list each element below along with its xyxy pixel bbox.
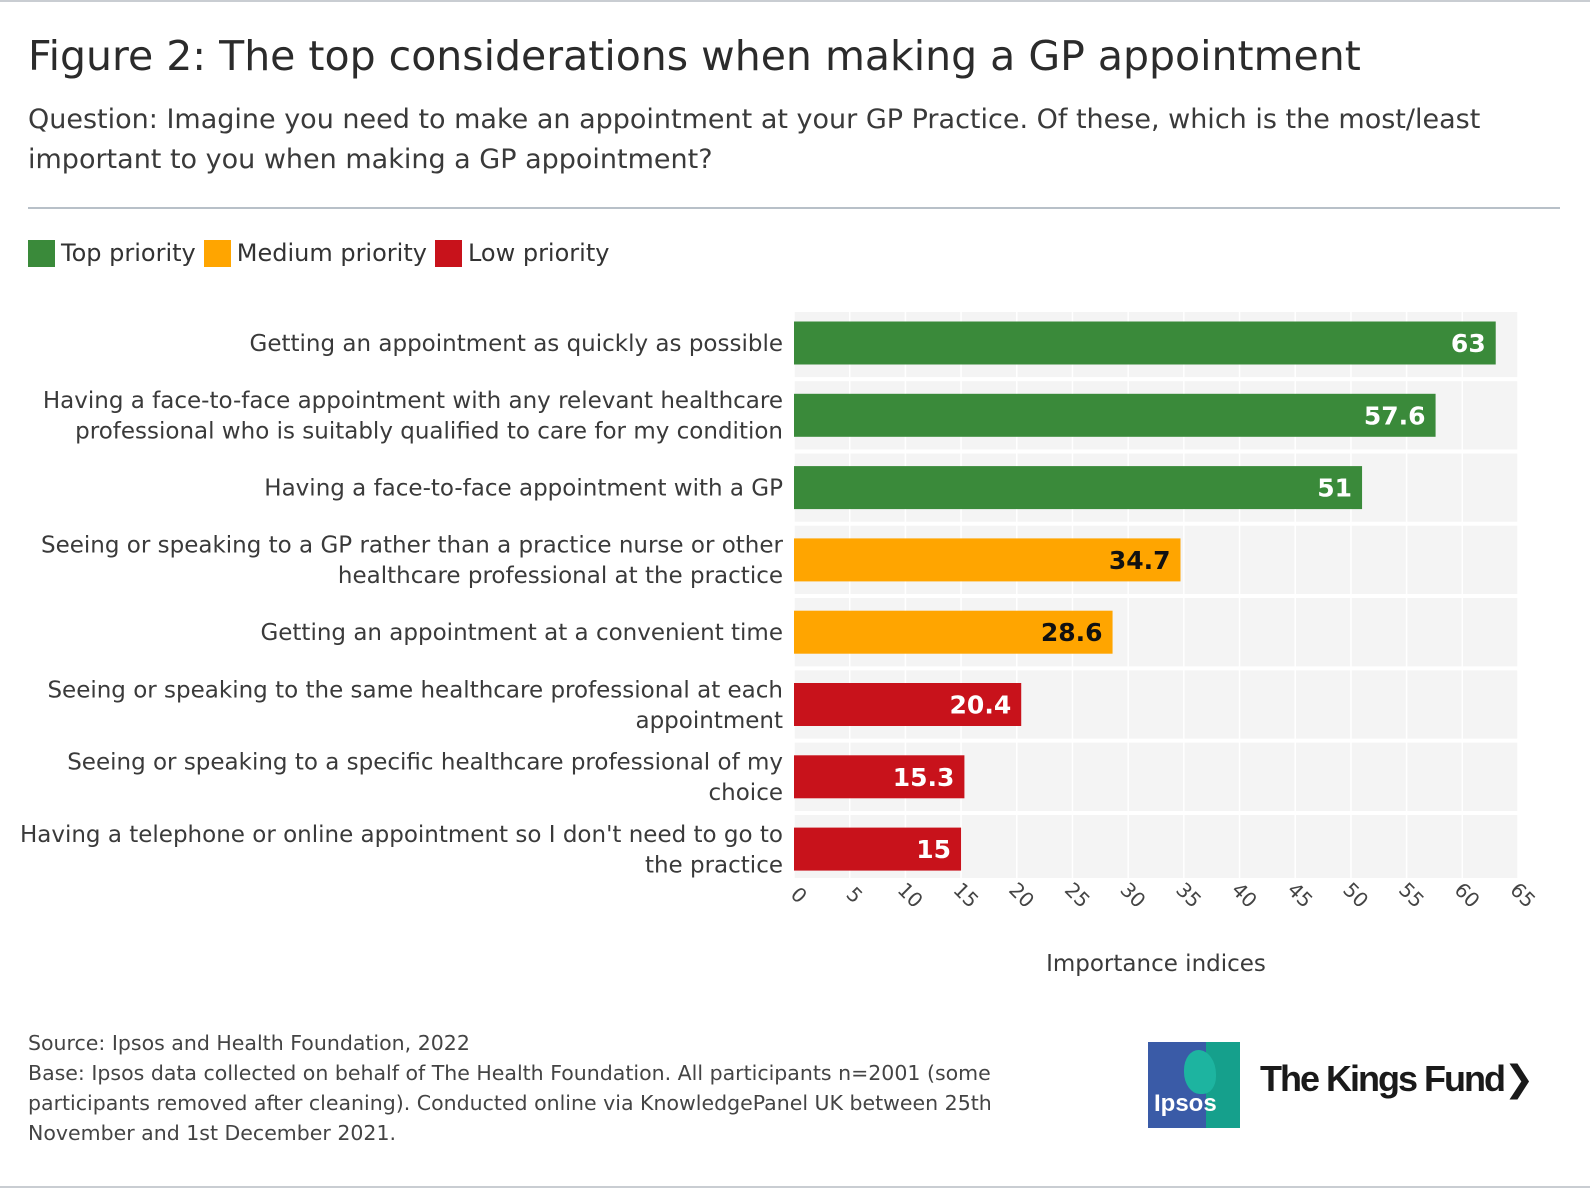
top-border [0, 0, 1590, 2]
data-label: 57.6 [1364, 401, 1426, 430]
x-axis-title: Importance indices [1046, 951, 1266, 977]
legend-label-medium: Medium priority [236, 239, 427, 267]
bar [794, 466, 1363, 510]
ipsos-wordmark: Ipsos [1154, 1090, 1217, 1117]
category-label: healthcare professional at the practice [338, 563, 783, 589]
x-tick-label: 60 [1450, 878, 1485, 913]
data-label: 15.3 [893, 763, 955, 792]
legend-item-low: Low priority [434, 239, 610, 267]
data-label: 34.7 [1109, 546, 1171, 575]
legend-label-low: Low priority [467, 239, 610, 267]
x-tick-label: 30 [1116, 878, 1151, 913]
base-line: Base: Ipsos data collected on behalf of … [28, 1061, 992, 1145]
bar [794, 683, 1022, 726]
x-tick-label: 65 [1505, 878, 1540, 913]
category-label: Seeing or speaking to the same healthcar… [47, 677, 783, 703]
x-tick-label: 35 [1171, 878, 1206, 913]
x-tick-label: 50 [1338, 878, 1373, 913]
kings-fund-wordmark: The Kings Fund [1260, 1058, 1506, 1099]
x-tick-label: 55 [1394, 878, 1429, 913]
legend: Top priority Medium priority Low priorit… [28, 238, 617, 268]
legend-item-top: Top priority [28, 239, 196, 267]
category-label: choice [709, 780, 783, 806]
category-label: Getting an appointment at a convenient t… [260, 620, 783, 646]
x-tick-label: 15 [949, 878, 984, 913]
legend-label-top: Top priority [61, 239, 196, 267]
x-tick-label: 25 [1060, 878, 1095, 913]
x-tick-label: 45 [1283, 878, 1318, 913]
data-label: 20.4 [950, 691, 1012, 720]
category-label: Having a face-to-face appointment with a… [264, 476, 783, 502]
legend-swatch-medium [203, 239, 231, 267]
legend-swatch-top [28, 239, 55, 267]
data-label: 51 [1317, 474, 1352, 503]
data-label: 15 [916, 835, 951, 864]
x-tick-label: 10 [893, 878, 928, 913]
category-label: Having a face-to-face appointment with a… [43, 388, 783, 414]
ipsos-logo: Ipsos [1148, 1042, 1240, 1128]
bar [794, 393, 1436, 437]
bar [794, 610, 1113, 654]
legend-swatch-low [434, 239, 462, 267]
data-label: 63 [1451, 329, 1486, 358]
bar-chart: 63 Getting an appointment as quickly as p… [20, 304, 1540, 977]
x-tick-label: 20 [1004, 878, 1039, 913]
header-divider [28, 207, 1560, 209]
bar [794, 321, 1496, 365]
legend-item-medium: Medium priority [203, 239, 427, 267]
data-label: 28.6 [1041, 618, 1103, 647]
x-tick-label: 0 [786, 882, 812, 908]
category-label: Having a telephone or online appointment… [20, 822, 783, 848]
category-label: Getting an appointment as quickly as pos… [250, 331, 783, 357]
x-tick-label: 40 [1227, 878, 1262, 913]
category-label: Seeing or speaking to a GP rather than a… [41, 533, 784, 559]
ipsos-head-icon [1184, 1050, 1216, 1094]
kings-fund-logo: The Kings Fund❯ [1260, 1058, 1534, 1100]
bar [794, 755, 965, 799]
bottom-border [0, 1186, 1590, 1188]
category-label: Seeing or speaking to a specific healthc… [67, 750, 783, 776]
bar [794, 827, 962, 871]
page-title: Figure 2: The top considerations when ma… [28, 32, 1361, 80]
source-line: Source: Ipsos and Health Foundation, 202… [28, 1031, 470, 1055]
source-note: Source: Ipsos and Health Foundation, 202… [28, 1028, 1038, 1148]
category-label: professional who is suitably qualified t… [75, 419, 783, 445]
chevron-right-icon: ❯ [1503, 1058, 1534, 1099]
bar [794, 538, 1181, 582]
category-label: appointment [635, 708, 783, 734]
chart-subtitle: Question: Imagine you need to make an ap… [28, 104, 1481, 175]
category-label: the practice [645, 852, 783, 878]
